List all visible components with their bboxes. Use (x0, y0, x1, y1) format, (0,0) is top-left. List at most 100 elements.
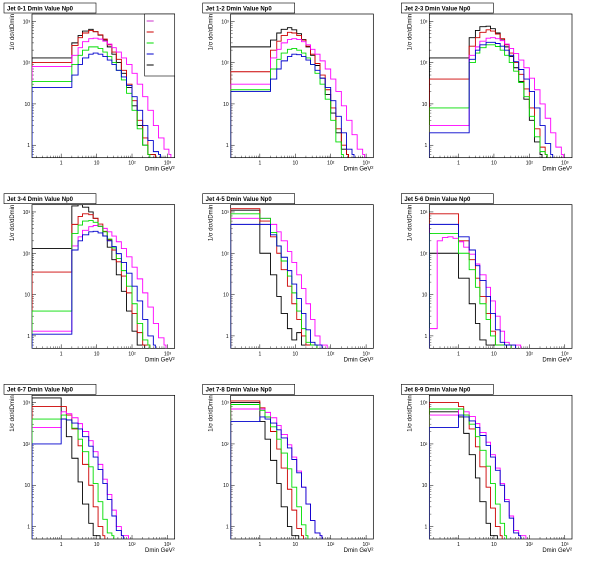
y-axis-label: 1/σ dσ/dDmin (209, 14, 215, 50)
y-tick-label: 10 (223, 102, 229, 108)
series-green-line (429, 408, 508, 539)
x-tick-label: 10² (128, 161, 136, 167)
chart-panel-6: Jet 6-7 Dmin Value Np0 1 10 10² 10³ 1 10 10² 10³… (3, 384, 176, 554)
y-tick-label: 10 (24, 293, 30, 299)
x-tick-label: 1 (60, 351, 63, 357)
x-tick-label: 10 (491, 542, 497, 548)
y-tick-label: 1 (425, 525, 428, 531)
x-tick-label: 1 (457, 542, 460, 548)
series-green-line (230, 213, 318, 349)
series-group (230, 400, 323, 539)
x-axis-label: Dmin GeV² (542, 167, 572, 173)
series-magenta-line (429, 408, 527, 539)
y-axis-label: 1/σ dσ/dDmin (10, 395, 16, 431)
plot-frame (230, 394, 374, 540)
y-tick-label: 10² (420, 442, 428, 448)
x-tick-label: 10³ (164, 161, 172, 167)
x-tick-label: 10² (327, 161, 335, 167)
y-tick-label: 10² (23, 61, 31, 67)
chart-title-box (401, 193, 494, 204)
minor-ticks (32, 22, 167, 158)
y-tick-label: 10 (223, 483, 229, 489)
y-tick-label: 10³ (23, 210, 31, 216)
series-red-line (32, 29, 156, 158)
chart-title: Jet 2-3 Dmin Value Np0 (404, 6, 471, 12)
minor-ticks (230, 22, 365, 158)
series-red-line (230, 31, 349, 158)
x-tick-label: 10² (526, 161, 534, 167)
x-tick-label: 10³ (561, 351, 569, 357)
minor-ticks (230, 213, 365, 349)
series-group (32, 204, 167, 349)
y-tick-label: 10³ (420, 401, 428, 407)
y-tick-label: 10² (420, 61, 428, 67)
x-tick-label: 10³ (164, 542, 172, 548)
series-black-line (230, 402, 300, 539)
series-green-line (230, 48, 344, 158)
x-tick-label: 10² (128, 351, 136, 357)
series-black-line (32, 28, 156, 158)
minor-ticks (429, 213, 564, 349)
x-axis-label: Dmin GeV² (145, 548, 175, 554)
x-tick-label: 10 (94, 542, 100, 548)
y-axis-label: 1/σ dσ/dDmin (209, 395, 215, 431)
series-black-line (230, 27, 349, 158)
x-axis-label: Dmin GeV² (542, 357, 572, 363)
legend-box (144, 13, 175, 77)
y-tick-label: 10³ (221, 210, 229, 216)
series-blue-line (230, 416, 323, 539)
series-group (429, 402, 527, 539)
series-group (32, 397, 129, 539)
y-tick-label: 1 (226, 143, 229, 149)
plot-frame (230, 204, 374, 349)
y-axis-label: 1/σ dσ/dDmin (407, 205, 413, 241)
y-tick-label: 1 (425, 143, 428, 149)
x-tick-label: 10 (491, 351, 497, 357)
series-blue-line (230, 53, 355, 158)
y-tick-label: 10² (23, 251, 31, 257)
x-tick-label: 10³ (561, 161, 569, 167)
plot-frame (428, 13, 573, 159)
y-tick-label: 1 (425, 334, 428, 340)
y-tick-label: 10³ (221, 401, 229, 407)
minor-ticks (230, 404, 365, 539)
chart-panel-3: Jet 3-4 Dmin Value Np0 1 10 10² 10³ 1 10 10² 10³… (3, 193, 176, 363)
series-green-line (429, 44, 548, 158)
chart-panel-8: Jet 8-9 Dmin Value Np0 1 10 10² 10³ 1 10 10² 10³… (401, 384, 573, 554)
series-green-line (429, 233, 512, 349)
series-blue-line (230, 223, 323, 349)
y-tick-label: 10² (221, 442, 229, 448)
series-black-line (429, 411, 498, 539)
chart-title-box (3, 2, 97, 14)
chart-title-box (3, 384, 97, 395)
series-magenta-line (230, 217, 328, 349)
x-tick-label: 10 (292, 351, 298, 357)
series-red-line (32, 406, 106, 539)
x-tick-label: 10² (128, 542, 136, 548)
y-tick-label: 10 (422, 483, 428, 489)
chart-panel-1: Jet 1-2 Dmin Value Np0 1 10 10² 10³ 1 10 10² 10³… (202, 2, 374, 173)
chart-title-box (202, 2, 295, 14)
y-tick-label: 10² (23, 442, 31, 448)
x-axis-label: Dmin GeV² (145, 357, 175, 363)
series-blue-line (32, 52, 161, 158)
series-green-line (230, 404, 309, 539)
series-black-line (32, 204, 146, 349)
series-magenta-line (32, 411, 129, 539)
y-axis-label: 1/σ dσ/dDmin (10, 205, 16, 241)
y-tick-label: 10² (221, 61, 229, 67)
series-magenta-line (32, 37, 172, 158)
legend (144, 13, 175, 77)
chart-title: Jet 8-9 Dmin Value Np0 (404, 388, 471, 394)
x-tick-label: 10 (292, 161, 298, 167)
y-tick-label: 10 (223, 293, 229, 299)
y-tick-label: 1 (27, 334, 30, 340)
series-group (230, 27, 366, 158)
x-axis-label: Dmin GeV² (145, 167, 175, 173)
series-group (32, 28, 172, 158)
series-red-line (429, 402, 503, 539)
minor-ticks (32, 404, 167, 539)
y-tick-label: 10 (422, 102, 428, 108)
x-axis-label: Dmin GeV² (344, 357, 374, 363)
series-magenta-line (429, 37, 564, 158)
